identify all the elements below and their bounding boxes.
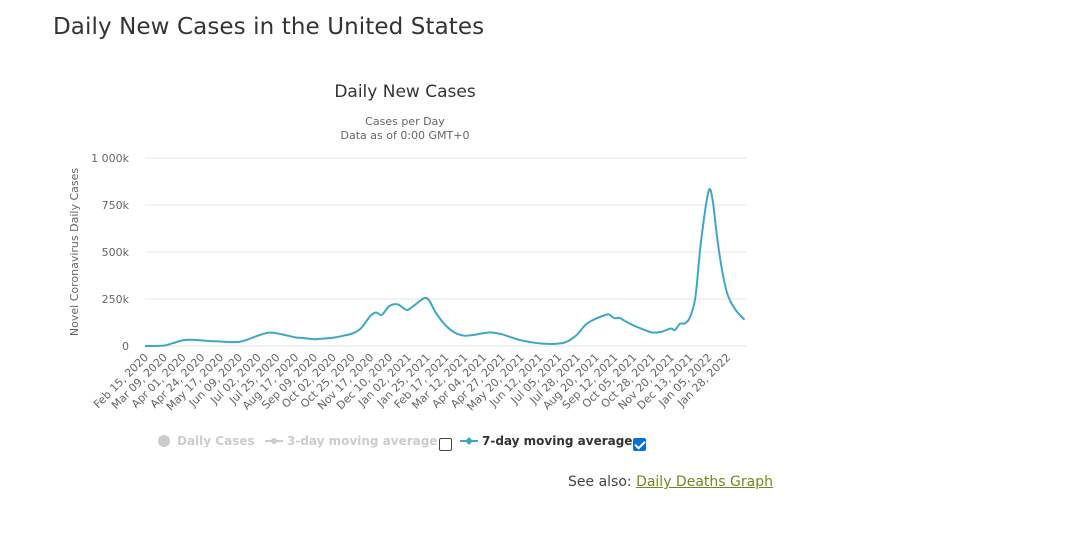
page-title: Daily New Cases in the United States — [53, 14, 485, 40]
daily-deaths-graph-link[interactable]: Daily Deaths Graph — [636, 474, 773, 490]
chart-subtitle-line-1: Cases per Day — [365, 115, 445, 128]
y-tick-label: 1 000k — [91, 152, 129, 165]
see-also-label: See also: — [568, 474, 632, 490]
checkbox-7-day-average[interactable] — [633, 438, 646, 451]
chart-title: Daily New Cases — [334, 82, 476, 102]
legend-3-day-average[interactable]: 3-day moving average — [265, 434, 437, 448]
y-tick-label: 750k — [102, 199, 130, 212]
checkbox-3-day-average[interactable] — [439, 438, 452, 451]
circle-marker-icon — [158, 435, 170, 447]
series-line-7-day-average[interactable] — [144, 188, 746, 347]
series-layer[interactable] — [144, 188, 746, 347]
y-axis-title: Novel Coronavirus Daily Cases — [68, 168, 81, 336]
y-tick-label: 500k — [102, 246, 130, 259]
grid-lines — [145, 157, 746, 347]
legend-daily-cases[interactable]: Daily Cases — [157, 434, 255, 448]
line-marker-icon — [265, 438, 283, 444]
y-tick-label: 0 — [122, 340, 129, 353]
legend-label-3-day-average: 3-day moving average — [287, 434, 438, 448]
legend-7-day-average[interactable]: 7-day moving average — [460, 434, 632, 448]
y-axis-ticks: 0 250k 500k 750k 1 000k — [91, 152, 129, 353]
y-tick-label: 250k — [102, 293, 130, 306]
diamond-marker-icon — [460, 437, 478, 445]
legend-label-7-day-average: 7-day moving average — [482, 434, 633, 448]
see-also: See also: Daily Deaths Graph — [568, 474, 773, 490]
chart-subtitle-line-2: Data as of 0:00 GMT+0 — [341, 129, 470, 142]
legend-label-daily-cases: Daily Cases — [177, 434, 255, 448]
